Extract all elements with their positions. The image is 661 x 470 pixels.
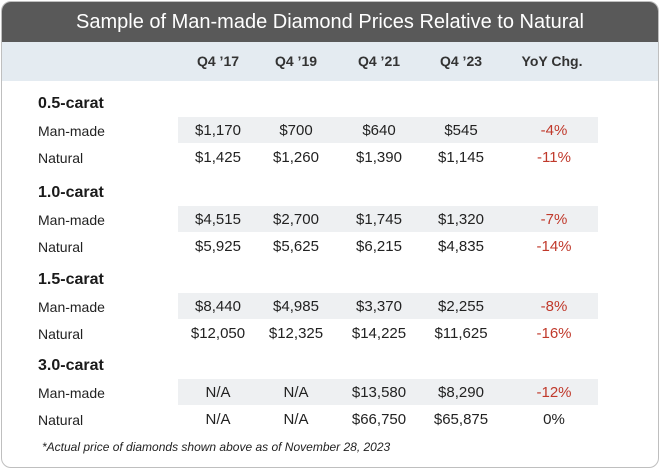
group-heading: 0.5-carat: [38, 95, 104, 112]
price-cell: $6,215: [356, 238, 402, 255]
group-heading: 3.0-carat: [38, 357, 104, 374]
row-stripe: [178, 379, 598, 405]
row-label: Man-made: [38, 123, 105, 139]
price-cell: $11,625: [434, 325, 488, 342]
row-label: Natural: [38, 239, 84, 255]
price-cell: $65,875: [433, 411, 489, 428]
price-cell: $2,700: [273, 211, 319, 228]
price-cell: $8,290: [438, 384, 484, 401]
price-cell: $1,745: [356, 211, 402, 228]
price-cell: $640: [362, 122, 396, 139]
price-cell: $5,625: [273, 238, 319, 255]
column-header-row: Q4 ’17 Q4 ’19 Q4 ’21 Q4 ’23 YoY Chg.: [2, 42, 658, 81]
price-cell: $5,925: [195, 238, 241, 255]
price-cell: $1,390: [356, 149, 402, 166]
column-header: Q4 ’17: [196, 53, 240, 69]
price-cell: $3,370: [356, 298, 402, 315]
price-cell: $1,260: [273, 149, 319, 166]
yoy-change-cell: -11%: [537, 149, 571, 166]
price-cell: N/A: [283, 384, 309, 401]
yoy-change-cell: -4%: [540, 122, 568, 139]
price-cell: $1,425: [195, 149, 241, 166]
footnote: *Actual price of diamonds shown above as…: [42, 440, 391, 454]
column-header: Q4 ’19: [274, 53, 318, 69]
yoy-change-cell: -7%: [540, 211, 568, 228]
price-cell: $700: [279, 122, 313, 139]
price-cell: $14,225: [351, 325, 407, 342]
group-heading: 1.0-carat: [38, 184, 104, 201]
price-cell: N/A: [283, 411, 309, 428]
row-stripe: [178, 293, 598, 319]
price-cell: $8,440: [195, 298, 241, 315]
price-cell: $4,985: [273, 298, 319, 315]
row-label: Man-made: [38, 212, 105, 228]
yoy-change-cell: 0%: [543, 411, 565, 428]
price-cell: $4,515: [195, 211, 241, 228]
price-cell: N/A: [205, 384, 231, 401]
price-cell: $545: [444, 122, 478, 139]
row-label: Man-made: [38, 299, 105, 315]
row-label: Natural: [38, 326, 84, 342]
price-cell: $4,835: [438, 238, 484, 255]
yoy-change-cell: -12%: [536, 384, 572, 401]
column-header: Q4 ’21: [357, 53, 401, 69]
table-title: Sample of Man-made Diamond Prices Relati…: [2, 2, 658, 42]
row-stripe: [178, 117, 598, 143]
price-cell: $12,325: [268, 325, 324, 342]
yoy-change-cell: -14%: [536, 238, 572, 255]
price-cell: $1,170: [195, 122, 241, 139]
price-cell: $2,255: [438, 298, 484, 315]
column-header: YoY Chg.: [521, 53, 583, 69]
price-cell: $1,145: [438, 149, 484, 166]
row-label: Natural: [38, 412, 84, 428]
column-header: Q4 ’23: [439, 53, 483, 69]
price-cell: N/A: [205, 411, 231, 428]
price-cell: $13,580: [351, 384, 407, 401]
row-stripe: [178, 206, 598, 232]
price-cell: $1,320: [438, 211, 484, 228]
row-label: Natural: [38, 150, 84, 166]
price-cell: $66,750: [351, 411, 407, 428]
row-label: Man-made: [38, 385, 105, 401]
group-heading: 1.5-carat: [38, 271, 104, 288]
price-cell: $12,050: [190, 325, 246, 342]
yoy-change-cell: -8%: [540, 298, 568, 315]
yoy-change-cell: -16%: [536, 325, 572, 342]
